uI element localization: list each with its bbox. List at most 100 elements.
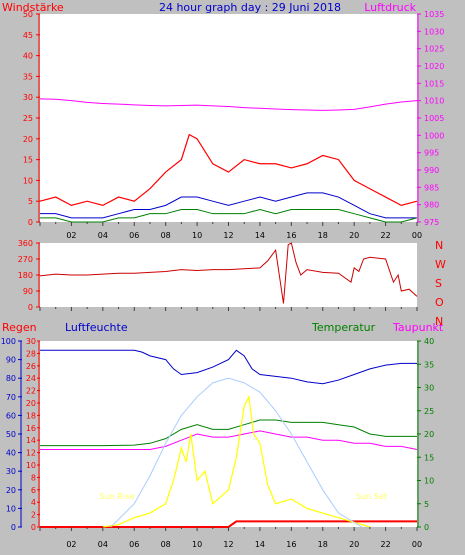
pressure-y-tick-label: 1000 — [424, 131, 444, 140]
chart-title: 24 hour graph day : 29 Juni 2018 — [159, 1, 341, 14]
wind-chart: 0510152025303540455097598098599099510001… — [23, 10, 445, 240]
series-solar — [102, 394, 371, 528]
x-tick-label: 10 — [192, 231, 202, 240]
x-tick-label: 20 — [349, 231, 359, 240]
rain-y-tick-label: 22 — [26, 387, 36, 396]
series-böen — [40, 192, 417, 219]
temperature-axis-title: Temperatur — [311, 321, 376, 334]
temperature-y-tick-label: 20 — [424, 430, 434, 439]
rain-y-tick-label: 16 — [26, 424, 36, 433]
pressure-y-tick-label: 995 — [424, 149, 439, 158]
x-tick-label: 22 — [380, 540, 390, 549]
x-tick-label: 02 — [66, 231, 76, 240]
series-taupunkt — [40, 430, 418, 450]
temperature-y-tick-label: 35 — [424, 360, 434, 369]
x-tick-label: 12 — [223, 231, 233, 240]
compass-label: N — [435, 315, 443, 328]
compass-label: W — [435, 258, 446, 271]
humidity-axis-title: Luftfeuchte — [65, 321, 128, 334]
humidity-y-tick-label: 0 — [11, 523, 16, 532]
x-tick-label: 00 — [412, 231, 422, 240]
rain-y-tick-label: 4 — [31, 498, 36, 507]
humidity-y-tick-label: 10 — [6, 504, 16, 513]
temperature-y-tick-label: 0 — [424, 523, 429, 532]
rain-y-tick-label: 8 — [31, 473, 36, 482]
pressure-y-tick-label: 985 — [424, 183, 439, 192]
humidity-y-tick-label: 90 — [6, 356, 16, 365]
rain-y-tick-label: 20 — [26, 399, 36, 408]
pressure-y-tick-label: 980 — [424, 201, 439, 210]
series-windstärke — [39, 133, 418, 207]
rain-y-tick-label: 24 — [26, 374, 36, 383]
rain-y-tick-label: 0 — [31, 523, 36, 532]
wind-y-tick-label: 10 — [23, 176, 33, 185]
x-tick-label: 08 — [161, 540, 171, 549]
temperature-y-tick-label: 25 — [424, 407, 434, 416]
rain-y-tick-label: 28 — [26, 349, 36, 358]
pressure-y-tick-label: 975 — [424, 218, 439, 227]
wind-plot-area — [40, 14, 417, 222]
rain-y-tick-label: 10 — [26, 461, 36, 470]
temperature-y-tick-label: 5 — [424, 500, 429, 509]
humidity-y-tick-label: 80 — [6, 374, 16, 383]
rain-y-tick-label: 18 — [26, 411, 36, 420]
x-tick-label: 08 — [161, 231, 171, 240]
humidity-y-tick-label: 70 — [6, 393, 16, 402]
wind-y-tick-label: 35 — [23, 72, 33, 81]
humidity-y-tick-label: 20 — [6, 486, 16, 495]
x-tick-label: 06 — [129, 540, 139, 549]
compass-label: S — [435, 277, 442, 290]
wind-y-tick-label: 20 — [23, 135, 33, 144]
wind-axis-title: Windstärke — [2, 1, 64, 14]
wind-y-tick-label: 50 — [23, 10, 33, 19]
pressure-y-tick-label: 990 — [424, 166, 439, 175]
compass-label: O — [435, 296, 444, 309]
x-tick-label: 12 — [223, 540, 233, 549]
direction-y-tick-label: 0 — [28, 303, 33, 312]
wind-y-tick-label: 45 — [23, 31, 33, 40]
compass-label: N — [435, 239, 443, 252]
sunrise-label: Sun Rise — [100, 492, 135, 501]
x-tick-label: 06 — [129, 231, 139, 240]
rain-y-tick-label: 26 — [26, 362, 36, 371]
wind-y-tick-label: 0 — [28, 218, 33, 227]
x-tick-label: 16 — [286, 231, 296, 240]
rain-axis-title: Regen — [2, 321, 37, 334]
x-tick-label: 18 — [318, 540, 328, 549]
x-tick-label: 14 — [255, 540, 265, 549]
humidity-y-tick-label: 50 — [6, 430, 16, 439]
rain-y-tick-label: 30 — [26, 337, 36, 346]
direction-plot-area — [40, 243, 417, 307]
x-tick-label: 10 — [192, 540, 202, 549]
pressure-y-tick-label: 1030 — [424, 27, 444, 36]
humidity-y-tick-label: 30 — [6, 467, 16, 476]
wind-y-tick-label: 15 — [23, 156, 33, 165]
wind-y-tick-label: 40 — [23, 52, 33, 61]
series-luftdruck — [39, 98, 418, 111]
direction-y-tick-label: 90 — [23, 287, 33, 296]
temperature-y-tick-label: 30 — [424, 384, 434, 393]
temperature-y-tick-label: 10 — [424, 477, 434, 486]
wind-y-tick-label: 30 — [23, 93, 33, 102]
series-windrichtung — [39, 242, 418, 304]
x-tick-label: 22 — [380, 231, 390, 240]
x-tick-label: 18 — [318, 231, 328, 240]
pressure-y-tick-label: 1005 — [424, 114, 444, 123]
temperature-y-tick-label: 15 — [424, 453, 434, 462]
direction-y-tick-label: 180 — [18, 271, 33, 280]
humidity-y-tick-label: 60 — [6, 411, 16, 420]
series-solar-max — [110, 377, 363, 528]
x-tick-label: 04 — [98, 540, 108, 549]
x-tick-label: 02 — [66, 540, 76, 549]
rain-y-tick-label: 14 — [26, 436, 36, 445]
direction-y-tick-label: 270 — [18, 255, 33, 264]
climate-plot-area — [40, 341, 417, 527]
climate-chart: 0246810121416182022242628300102030405060… — [1, 337, 434, 549]
pressure-y-tick-label: 1035 — [424, 10, 444, 19]
pressure-y-tick-label: 1025 — [424, 45, 444, 54]
x-tick-label: 14 — [255, 231, 265, 240]
temperature-y-tick-label: 40 — [424, 337, 434, 346]
wind-y-tick-label: 25 — [23, 114, 33, 123]
dewpoint-axis-title: Taupunkt — [392, 321, 444, 334]
